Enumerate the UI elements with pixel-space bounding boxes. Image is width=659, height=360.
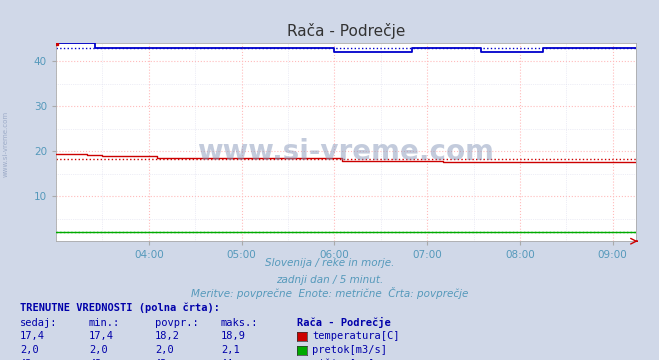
Text: povpr.:: povpr.:: [155, 318, 198, 328]
Text: višina[cm]: višina[cm]: [312, 359, 375, 360]
Text: 42: 42: [89, 359, 101, 360]
Text: 2,1: 2,1: [221, 345, 239, 355]
Text: Slovenija / reke in morje.: Slovenija / reke in morje.: [265, 258, 394, 269]
Text: sedaj:: sedaj:: [20, 318, 57, 328]
Text: 44: 44: [221, 359, 233, 360]
Text: zadnji dan / 5 minut.: zadnji dan / 5 minut.: [276, 275, 383, 285]
Text: 18,9: 18,9: [221, 332, 246, 342]
Text: 2,0: 2,0: [20, 345, 38, 355]
Text: 43: 43: [20, 359, 32, 360]
Title: Rača - Podrečje: Rača - Podrečje: [287, 23, 405, 39]
Text: Meritve: povprečne  Enote: metrične  Črta: povprečje: Meritve: povprečne Enote: metrične Črta:…: [191, 287, 468, 299]
Text: maks.:: maks.:: [221, 318, 258, 328]
Text: www.si-vreme.com: www.si-vreme.com: [198, 138, 494, 166]
Text: TRENUTNE VREDNOSTI (polna črta):: TRENUTNE VREDNOSTI (polna črta):: [20, 303, 219, 314]
Text: pretok[m3/s]: pretok[m3/s]: [312, 345, 387, 355]
Text: 2,0: 2,0: [89, 345, 107, 355]
Text: 2,0: 2,0: [155, 345, 173, 355]
Text: temperatura[C]: temperatura[C]: [312, 332, 400, 342]
Text: 17,4: 17,4: [20, 332, 45, 342]
Text: Rača - Podrečje: Rača - Podrečje: [297, 317, 390, 328]
Text: min.:: min.:: [89, 318, 120, 328]
Text: www.si-vreme.com: www.si-vreme.com: [2, 111, 9, 177]
Text: 18,2: 18,2: [155, 332, 180, 342]
Text: 17,4: 17,4: [89, 332, 114, 342]
Text: 43: 43: [155, 359, 167, 360]
